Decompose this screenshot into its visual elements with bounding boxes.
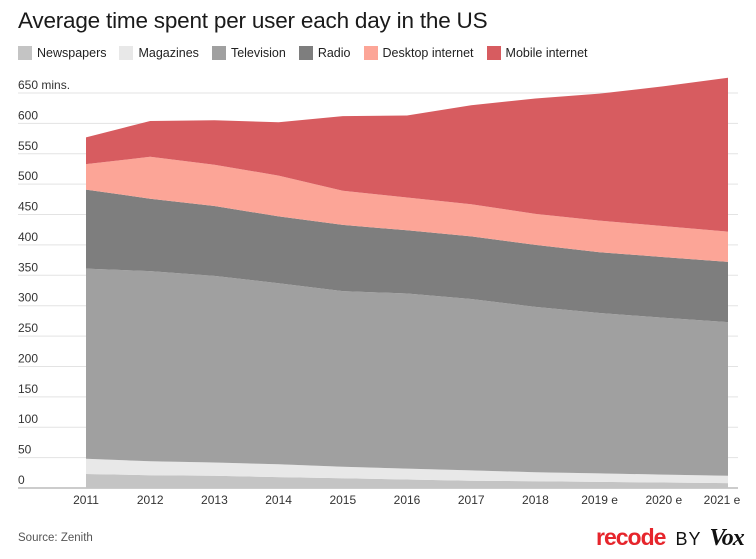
x-tick-label: 2015 [329, 493, 356, 507]
x-tick-label: 2017 [458, 493, 485, 507]
legend-label-magazines: Magazines [138, 46, 199, 60]
y-tick-label: 0 [18, 473, 25, 487]
legend-item-newspapers: Newspapers [18, 46, 106, 60]
brand-by-text: BY [675, 529, 702, 549]
legend-swatch-newspapers [18, 46, 32, 60]
legend-label-television: Television [230, 46, 286, 60]
area-mobile-internet [86, 77, 728, 232]
area-magazines [86, 458, 728, 484]
y-tick-label: 650 mins. [18, 78, 70, 92]
legend-swatch-magazines [119, 46, 134, 60]
chart-legend: Newspapers Magazines Television Radio De… [18, 44, 601, 62]
y-tick-label: 600 [18, 108, 38, 122]
area-desktop-internet [86, 156, 728, 262]
legend-label-desktop-internet: Desktop internet [382, 46, 474, 60]
chart-title: Average time spent per user each day in … [18, 8, 488, 33]
legend-label-mobile-internet: Mobile internet [505, 46, 588, 60]
y-tick-label: 200 [18, 351, 38, 365]
area-radio [86, 189, 728, 323]
source-note: Source: Zenith [18, 532, 93, 544]
y-tick-label: 350 [18, 260, 38, 274]
x-tick-label: 2021 e [704, 493, 741, 507]
legend-item-magazines: Magazines [119, 46, 199, 60]
x-tick-label: 2020 e [645, 493, 682, 507]
y-tick-label: 450 [18, 200, 38, 214]
y-tick-label: 100 [18, 412, 38, 426]
y-tick-label: 250 [18, 321, 38, 335]
legend-label-newspapers: Newspapers [37, 46, 107, 60]
x-tick-label: 2018 [522, 493, 549, 507]
y-tick-label: 400 [18, 230, 38, 244]
legend-swatch-radio [298, 46, 313, 60]
legend-item-radio: Radio [298, 46, 351, 60]
y-tick-label: 500 [18, 169, 38, 183]
legend-label-radio: Radio [317, 46, 351, 60]
legend-swatch-desktop-internet [363, 46, 378, 60]
legend-item-desktop-internet: Desktop internet [363, 46, 474, 60]
legend-item-television: Television [211, 46, 286, 60]
brand-logo: recode BY Vox [596, 524, 745, 552]
x-tick-label: 2011 [73, 493, 99, 507]
y-tick-label: 300 [18, 291, 38, 305]
x-tick-label: 2013 [201, 493, 228, 507]
area-newspapers [86, 474, 728, 488]
legend-swatch-television [211, 46, 226, 60]
recode-logo: recode [596, 524, 666, 550]
vox-logo: Vox [709, 525, 744, 551]
legend-swatch-mobile-internet [486, 46, 501, 60]
x-tick-label: 2014 [265, 493, 292, 507]
x-tick-label: 2019 e [581, 493, 618, 507]
y-tick-label: 50 [18, 443, 32, 457]
x-tick-label: 2016 [394, 493, 421, 507]
legend-item-mobile-internet: Mobile internet [486, 46, 588, 60]
y-tick-label: 150 [18, 382, 38, 396]
x-tick-label: 2012 [137, 493, 164, 507]
y-tick-label: 550 [18, 139, 38, 153]
area-television [86, 268, 728, 476]
